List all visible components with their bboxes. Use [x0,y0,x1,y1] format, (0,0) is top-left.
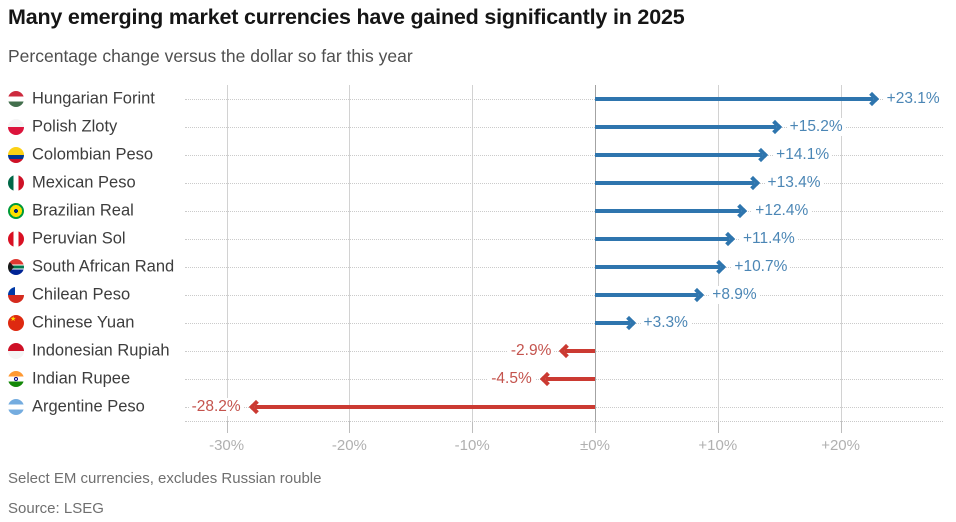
axis-tick [595,421,596,433]
indonesia-flag-icon [8,343,24,359]
arrow-shaft-positive [595,321,630,325]
arrowhead-right-icon [621,315,636,331]
source-attribution: Source: LSEG [8,500,104,517]
currency-name: South African Rand [32,257,175,276]
gridline [349,85,351,421]
chile-flag-icon [8,287,24,303]
india-flag-icon [8,371,24,387]
arrow-shaft-negative [565,349,595,353]
value-label: +8.9% [709,286,760,304]
axis-tick [226,421,228,433]
x-axis-tick-label: -30% [209,437,245,454]
row-gridline [185,183,943,184]
argentina-flag-icon [8,399,24,415]
row-gridline [185,239,943,240]
row-gridline [185,127,943,128]
arrow-shaft-positive [595,181,754,185]
value-label: +13.4% [764,174,824,192]
value-label: +12.4% [752,202,812,220]
arrowhead-right-icon [720,231,736,247]
value-label: +3.3% [640,314,691,332]
x-axis-tick-label: +10% [698,437,738,454]
value-label: -4.5% [488,370,535,388]
arrow-shaft-positive [595,265,721,269]
arrowhead-right-icon [690,287,705,303]
axis-tick [472,421,474,433]
arrowhead-right-icon [745,175,760,191]
currency-name: Brazilian Real [32,201,134,220]
value-label: +14.1% [773,146,833,164]
arrowhead-left-icon [539,371,554,387]
value-label: +15.2% [786,118,846,136]
value-label: -28.2% [188,398,244,416]
row-gridline [185,267,943,268]
value-label: -2.9% [507,342,555,360]
row-gridline [185,351,943,352]
row-gridline [185,323,943,324]
x-axis-tick-label: -20% [331,437,367,454]
chart-title: Many emerging market currencies have gai… [8,5,685,29]
hungary-flag-icon [8,91,24,107]
arrow-shaft-positive [595,237,729,241]
colombia-flag-icon [8,147,24,163]
x-axis-tick-label: -10% [454,437,490,454]
currency-name: Argentine Peso [32,397,145,416]
arrow-shaft-positive [595,153,763,157]
currency-name: Colombian Peso [32,145,154,164]
south-africa-flag-icon [8,259,24,275]
chart-subtitle: Percentage change versus the dollar so f… [8,46,413,66]
arrow-shaft-negative [254,405,595,409]
currency-name: Chilean Peso [32,285,131,304]
arrowhead-left-icon [248,399,263,415]
chart-footnote: Select EM currencies, excludes Russian r… [8,470,322,487]
row-gridline [185,99,943,100]
brazil-flag-icon [8,203,24,219]
value-label: +23.1% [883,90,943,108]
peru-flag-icon [8,231,24,247]
currency-name: Polish Zloty [32,117,118,136]
row-gridline [185,211,943,212]
gridline [840,85,842,421]
arrow-shaft-positive [595,293,699,297]
axis-tick [840,421,842,433]
currency-name: Mexican Peso [32,173,136,192]
currency-name: Peruvian Sol [32,229,126,248]
value-label: +10.7% [731,258,791,276]
row-gridline [185,295,943,296]
poland-flag-icon [8,119,24,135]
row-gridline [185,155,943,156]
gridline [226,85,228,421]
value-label: +11.4% [739,230,798,248]
arrowhead-right-icon [767,119,782,135]
arrow-shaft-positive [595,125,776,129]
arrowhead-right-icon [864,91,879,107]
currency-name: Indian Rupee [32,369,131,388]
gridline [717,85,719,421]
currency-name: Hungarian Forint [32,89,155,108]
x-axis-tick-label: ±0% [580,437,610,454]
china-flag-icon [8,315,24,331]
x-axis-tick-label: +20% [821,437,860,454]
axis-baseline [185,421,943,422]
currency-name: Chinese Yuan [32,313,135,332]
arrowhead-right-icon [754,147,769,163]
arrowhead-right-icon [733,203,748,219]
axis-tick [349,421,351,433]
arrow-shaft-positive [595,209,742,213]
zero-gridline [595,85,596,421]
currency-name: Indonesian Rupiah [32,341,170,360]
axis-tick [717,421,719,433]
arrow-shaft-positive [595,97,873,101]
gridline [472,85,474,421]
arrowhead-left-icon [559,343,574,359]
arrow-shaft-negative [545,377,595,381]
arrowhead-right-icon [712,259,727,275]
mexico-flag-icon [8,175,24,191]
